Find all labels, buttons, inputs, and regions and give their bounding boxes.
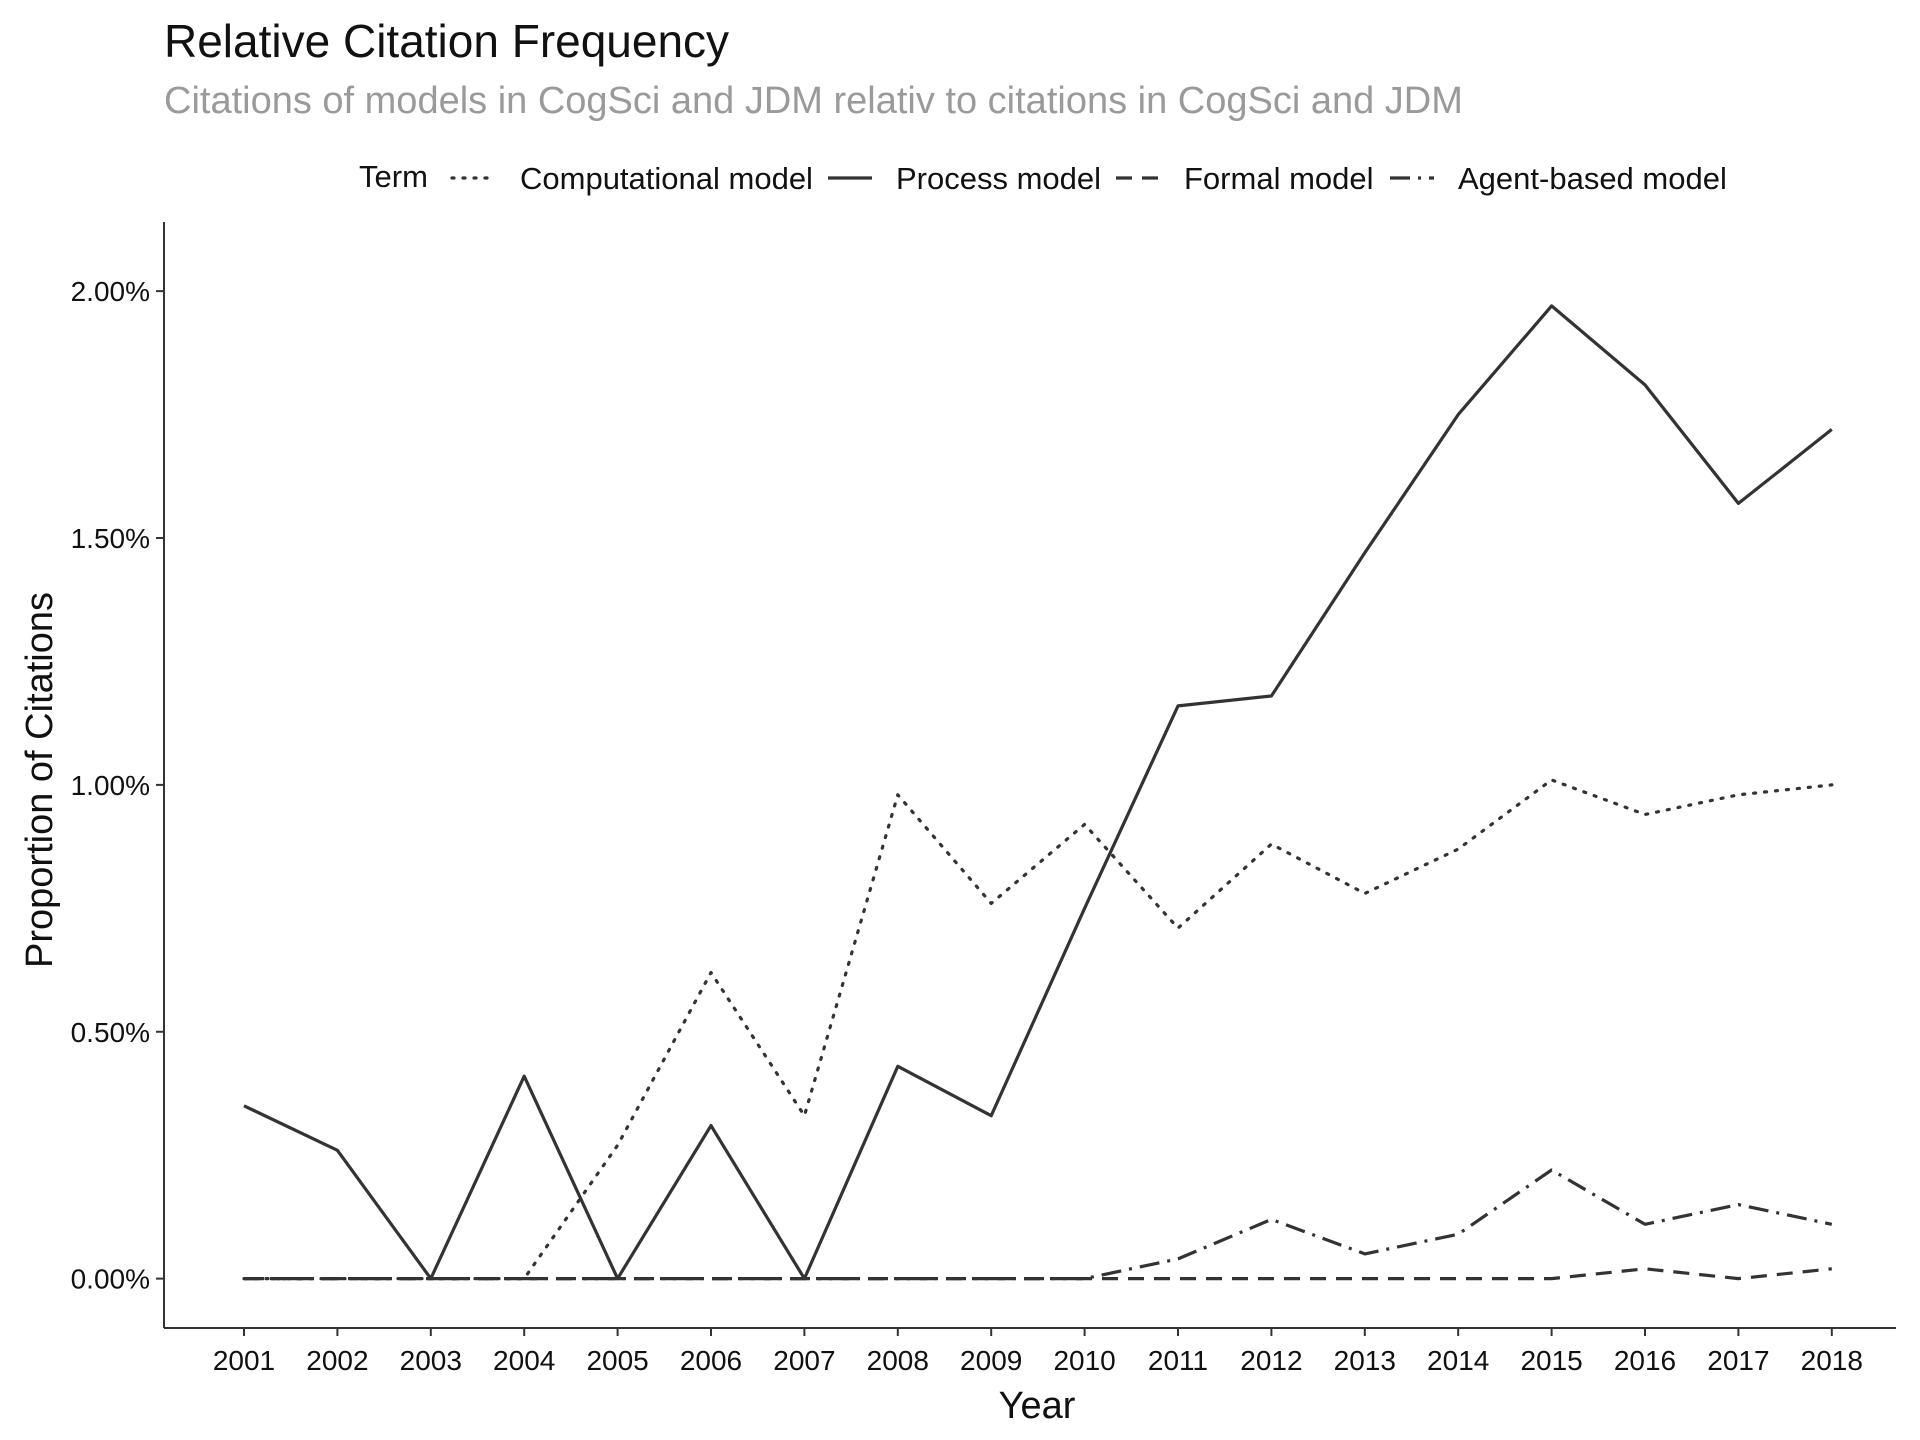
legend: Term Computational model Process model For… — [359, 159, 1727, 196]
series-line-computational-model — [242, 778, 1834, 1281]
x-tick-label: 2008 — [867, 1345, 929, 1376]
y-tick-label: 2.00% — [71, 276, 150, 307]
x-axis-title: Year — [999, 1385, 1076, 1427]
x-tick-label: 2017 — [1707, 1345, 1769, 1376]
x-tick-label: 2007 — [773, 1345, 835, 1376]
y-tick-label: 1.00% — [71, 770, 150, 801]
x-tick-label: 2006 — [680, 1345, 742, 1376]
series-line-agent-based-model — [244, 1168, 1833, 1281]
x-tick-label: 2015 — [1520, 1345, 1582, 1376]
y-axis-title: Proportion of Citations — [19, 592, 61, 968]
legend-title: Term — [359, 159, 428, 194]
chart-title: Relative Citation Frequency — [164, 15, 730, 67]
x-tick-label: 2010 — [1053, 1345, 1115, 1376]
axes: 0.00% 0.50% 1.00% 1.50% 2.00% 2001 2002 2003 200… — [71, 222, 1896, 1376]
legend-items: Computational model Process model Formal m… — [450, 161, 1727, 196]
series-line-process-model — [243, 304, 1833, 1281]
x-tick-label: 2011 — [1148, 1345, 1208, 1376]
y-tick-label: 0.50% — [71, 1017, 150, 1048]
x-tick-label: 2013 — [1334, 1345, 1396, 1376]
legend-label-process-model: Process model — [896, 161, 1101, 196]
x-tick-label: 2005 — [586, 1345, 648, 1376]
y-tick-label: 0.00% — [71, 1264, 150, 1295]
x-tick-label: 2018 — [1801, 1345, 1863, 1376]
x-tick-label: 2001 — [213, 1345, 275, 1376]
legend-label-formal-model: Formal model — [1184, 161, 1374, 196]
legend-label-agent-based-model: Agent-based model — [1458, 161, 1727, 196]
x-tick-label: 2004 — [493, 1345, 555, 1376]
y-tick-label: 1.50% — [71, 523, 150, 554]
x-tick-label: 2012 — [1240, 1345, 1302, 1376]
x-tick-label: 2003 — [400, 1345, 462, 1376]
x-tick-label: 2014 — [1427, 1345, 1489, 1376]
x-tick-label: 2009 — [960, 1345, 1022, 1376]
x-tick-label: 2016 — [1614, 1345, 1676, 1376]
chart-subtitle: Citations of models in CogSci and JDM re… — [164, 80, 1463, 122]
series-layer — [242, 304, 1834, 1281]
x-tick-label: 2002 — [306, 1345, 368, 1376]
legend-label-computational-model: Computational model — [520, 161, 813, 196]
